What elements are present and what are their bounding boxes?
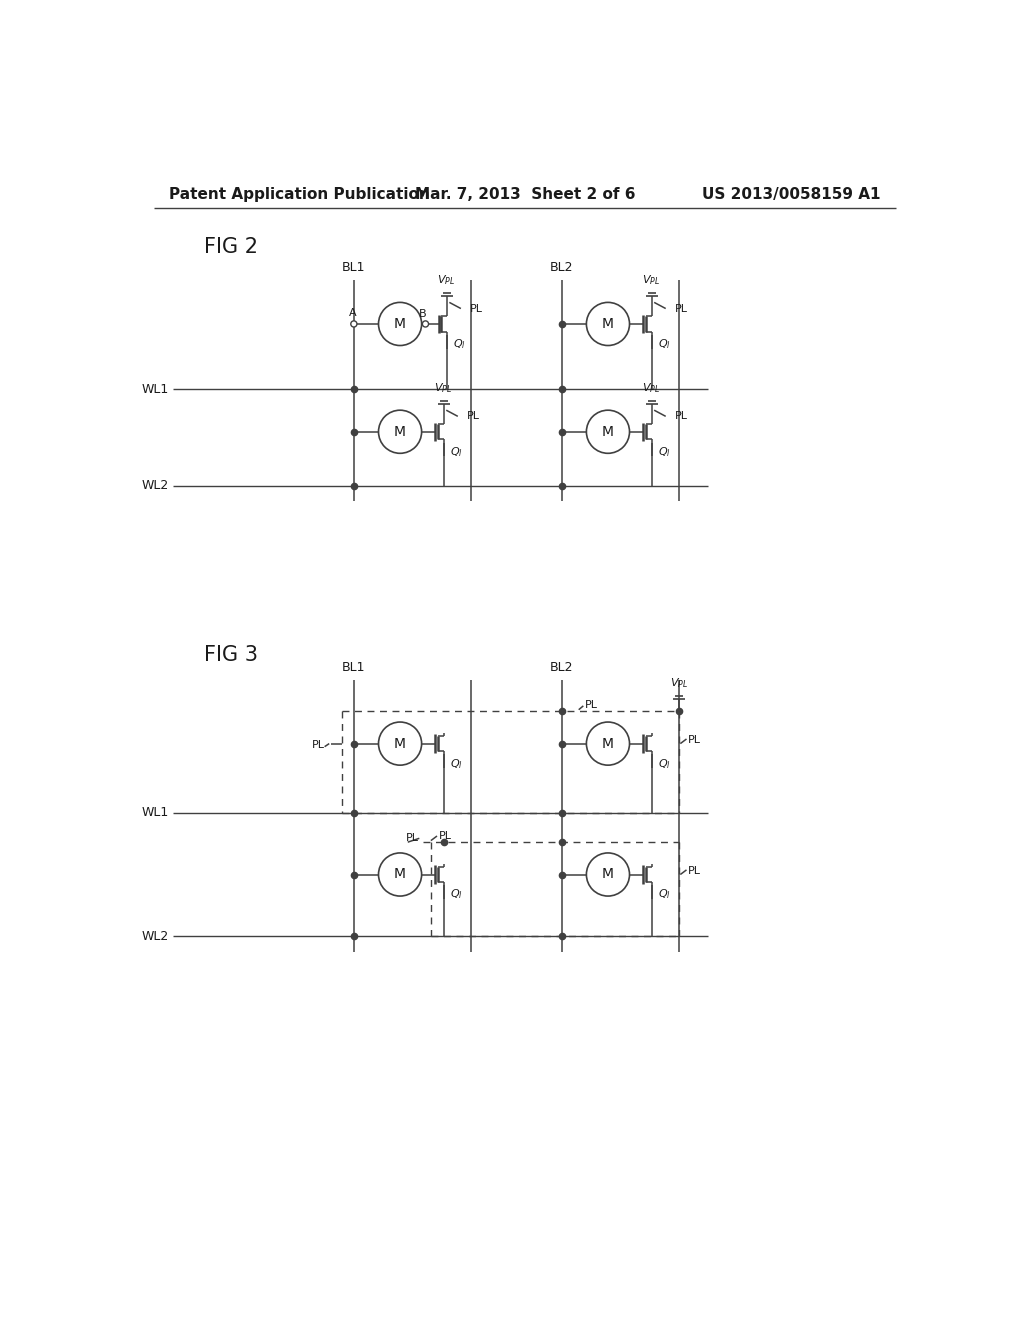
Text: PL: PL	[688, 735, 701, 744]
Text: BL2: BL2	[550, 661, 573, 675]
Text: $V_{PL}$: $V_{PL}$	[434, 381, 453, 395]
Text: PL: PL	[311, 741, 325, 750]
Text: BL1: BL1	[342, 661, 366, 675]
Text: $V_{PL}$: $V_{PL}$	[642, 273, 660, 286]
Circle shape	[587, 722, 630, 766]
Text: BL1: BL1	[342, 261, 366, 275]
Text: $Q_l$: $Q_l$	[454, 337, 466, 351]
Text: M: M	[602, 867, 614, 882]
Circle shape	[351, 321, 357, 327]
Text: WL1: WL1	[141, 383, 169, 396]
Text: M: M	[394, 317, 407, 331]
Circle shape	[379, 411, 422, 453]
Text: M: M	[394, 737, 407, 751]
Text: BL2: BL2	[550, 261, 573, 275]
Text: Mar. 7, 2013  Sheet 2 of 6: Mar. 7, 2013 Sheet 2 of 6	[415, 187, 635, 202]
Text: WL1: WL1	[141, 807, 169, 820]
Circle shape	[587, 411, 630, 453]
Text: PL: PL	[470, 304, 483, 314]
Circle shape	[379, 302, 422, 346]
Text: $Q_l$: $Q_l$	[451, 445, 463, 458]
Text: PL: PL	[438, 832, 452, 841]
Text: A: A	[348, 308, 356, 318]
Text: $V_{PL}$: $V_{PL}$	[437, 273, 456, 286]
Text: M: M	[602, 425, 614, 438]
Text: M: M	[602, 317, 614, 331]
Text: PL: PL	[585, 700, 598, 710]
Text: $Q_l$: $Q_l$	[451, 887, 463, 902]
Text: PL: PL	[467, 412, 480, 421]
Circle shape	[587, 853, 630, 896]
Text: $V_{PL}$: $V_{PL}$	[642, 381, 660, 395]
Circle shape	[379, 853, 422, 896]
Text: B: B	[420, 309, 427, 319]
Circle shape	[587, 302, 630, 346]
Text: M: M	[394, 867, 407, 882]
Text: M: M	[394, 425, 407, 438]
Circle shape	[422, 321, 429, 327]
Text: PL: PL	[675, 304, 688, 314]
Text: $Q_l$: $Q_l$	[658, 445, 671, 458]
Circle shape	[379, 722, 422, 766]
Text: PL: PL	[675, 412, 688, 421]
Text: US 2013/0058159 A1: US 2013/0058159 A1	[702, 187, 881, 202]
Text: FIG 2: FIG 2	[204, 238, 258, 257]
Text: PL: PL	[407, 833, 419, 843]
Text: $Q_l$: $Q_l$	[658, 756, 671, 771]
Text: WL2: WL2	[141, 929, 169, 942]
Text: M: M	[602, 737, 614, 751]
Text: Patent Application Publication: Patent Application Publication	[169, 187, 430, 202]
Text: $Q_l$: $Q_l$	[658, 337, 671, 351]
Text: $Q_l$: $Q_l$	[658, 887, 671, 902]
Text: $V_{PL}$: $V_{PL}$	[670, 676, 688, 689]
Text: PL: PL	[688, 866, 701, 875]
Text: FIG 3: FIG 3	[204, 645, 258, 665]
Text: $Q_l$: $Q_l$	[451, 756, 463, 771]
Text: WL2: WL2	[141, 479, 169, 492]
